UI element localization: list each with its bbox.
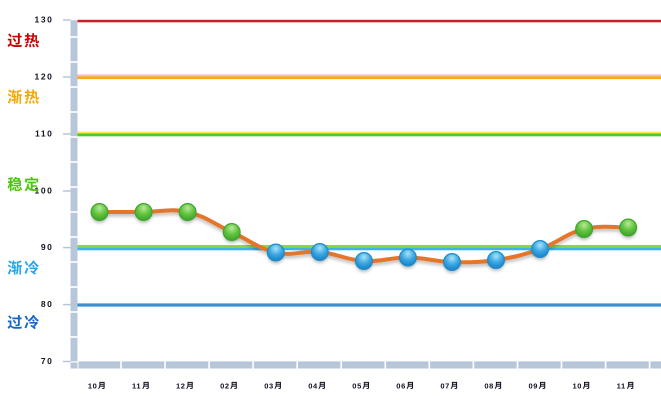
- svg-text:10: 10: [573, 381, 583, 390]
- svg-text:09: 09: [529, 381, 539, 390]
- svg-text:120: 120: [35, 72, 54, 82]
- svg-text:11: 11: [132, 381, 141, 390]
- svg-text:80: 80: [41, 299, 54, 309]
- svg-text:100: 100: [35, 186, 54, 196]
- svg-text:03: 03: [264, 381, 274, 390]
- svg-text:90: 90: [41, 242, 54, 252]
- svg-text:11: 11: [617, 381, 626, 390]
- svg-text:05: 05: [352, 381, 362, 390]
- svg-text:110: 110: [35, 129, 54, 139]
- svg-text:12: 12: [176, 381, 186, 390]
- svg-text:06: 06: [396, 381, 406, 390]
- svg-text:70: 70: [41, 356, 54, 366]
- svg-text:08: 08: [484, 381, 494, 390]
- svg-text:04: 04: [308, 381, 318, 390]
- svg-text:130: 130: [35, 15, 54, 25]
- svg-text:07: 07: [440, 381, 450, 390]
- svg-text:02: 02: [220, 381, 230, 390]
- svg-text:10: 10: [88, 381, 98, 390]
